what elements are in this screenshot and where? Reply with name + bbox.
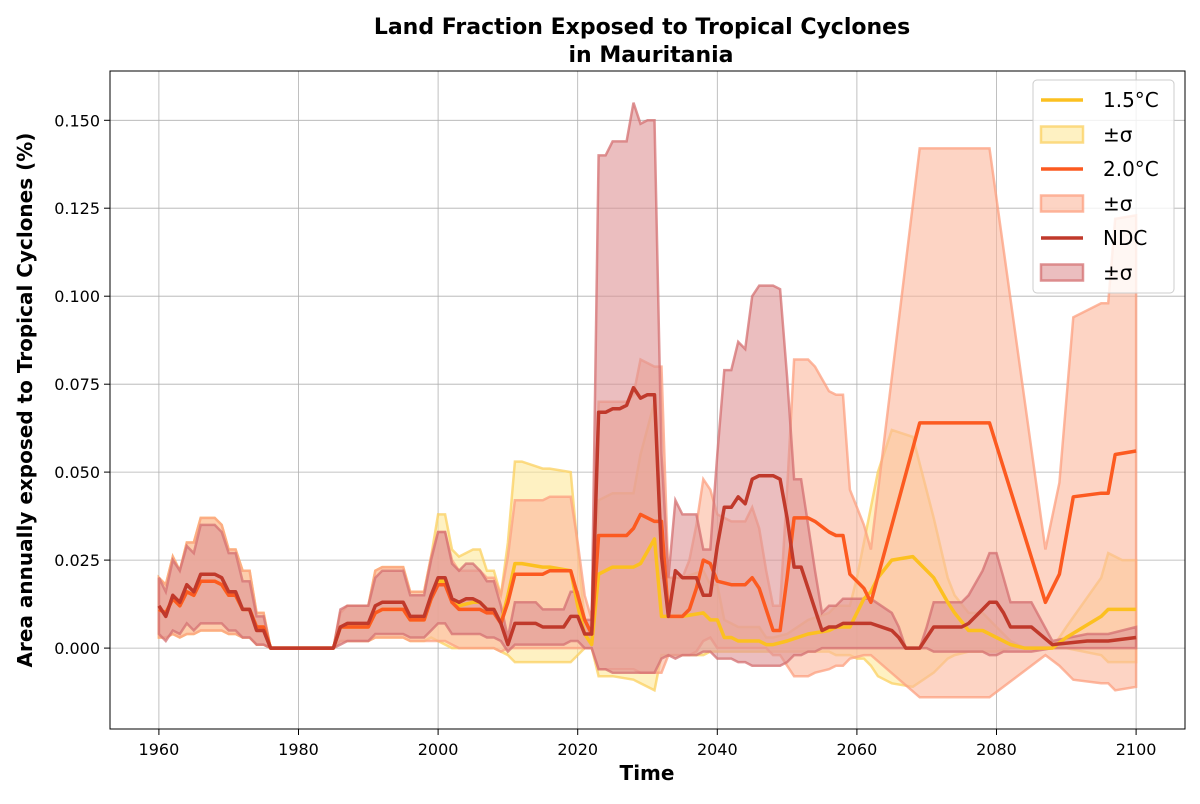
- y-tick-label: 0.100: [54, 287, 100, 306]
- y-tick-label: 0.000: [54, 639, 100, 658]
- y-axis-ticks: 0.000 0.025 0.050 0.075 0.100 0.125 0.150: [54, 111, 110, 658]
- y-tick-label: 0.125: [54, 199, 100, 218]
- legend: 1.5°C ±σ 2.0°C ±σ NDC ±σ: [1032, 79, 1175, 294]
- legend-label: 1.5°C: [1103, 88, 1159, 112]
- sigma-bands: [157, 102, 1138, 699]
- x-tick-label: 2000: [418, 740, 459, 759]
- legend-band-label: ±σ: [1103, 192, 1133, 216]
- legend-band-label: ±σ: [1103, 261, 1133, 285]
- x-tick-label: 2100: [1116, 740, 1157, 759]
- y-tick-label: 0.150: [54, 111, 100, 130]
- plot-frame: [109, 70, 1186, 730]
- x-axis-label: Time: [620, 761, 675, 785]
- series-line-1: [158, 421, 1137, 650]
- legend-band-swatch: [1039, 125, 1085, 144]
- sigma-band-2: [157, 102, 1138, 674]
- x-tick-label: 2040: [697, 740, 738, 759]
- y-axis-label: Area annually exposed to Tropical Cyclon…: [13, 133, 37, 668]
- y-tick-label: 0.050: [54, 463, 100, 482]
- chart-title: Land Fraction Exposed to Tropical Cyclon…: [374, 15, 910, 40]
- x-tick-label: 2060: [837, 740, 878, 759]
- legend-label: 2.0°C: [1103, 157, 1159, 181]
- x-tick-label: 2080: [976, 740, 1017, 759]
- series-line-2: [157, 385, 1137, 650]
- series-lines: [157, 385, 1137, 650]
- legend-band-swatch: [1039, 194, 1085, 213]
- chart-subtitle: in Mauritania: [568, 43, 733, 68]
- x-tick-label: 2020: [557, 740, 598, 759]
- legend-band-label: ±σ: [1103, 123, 1133, 147]
- x-tick-label: 1960: [139, 740, 180, 759]
- x-axis-ticks: 1960 1980 2000 2020 2040 2060 2080 2100: [139, 729, 1157, 759]
- y-tick-label: 0.075: [54, 375, 100, 394]
- legend-band-swatch: [1039, 263, 1085, 282]
- x-tick-label: 1980: [278, 740, 319, 759]
- y-tick-label: 0.025: [54, 551, 100, 570]
- legend-label: NDC: [1103, 226, 1147, 250]
